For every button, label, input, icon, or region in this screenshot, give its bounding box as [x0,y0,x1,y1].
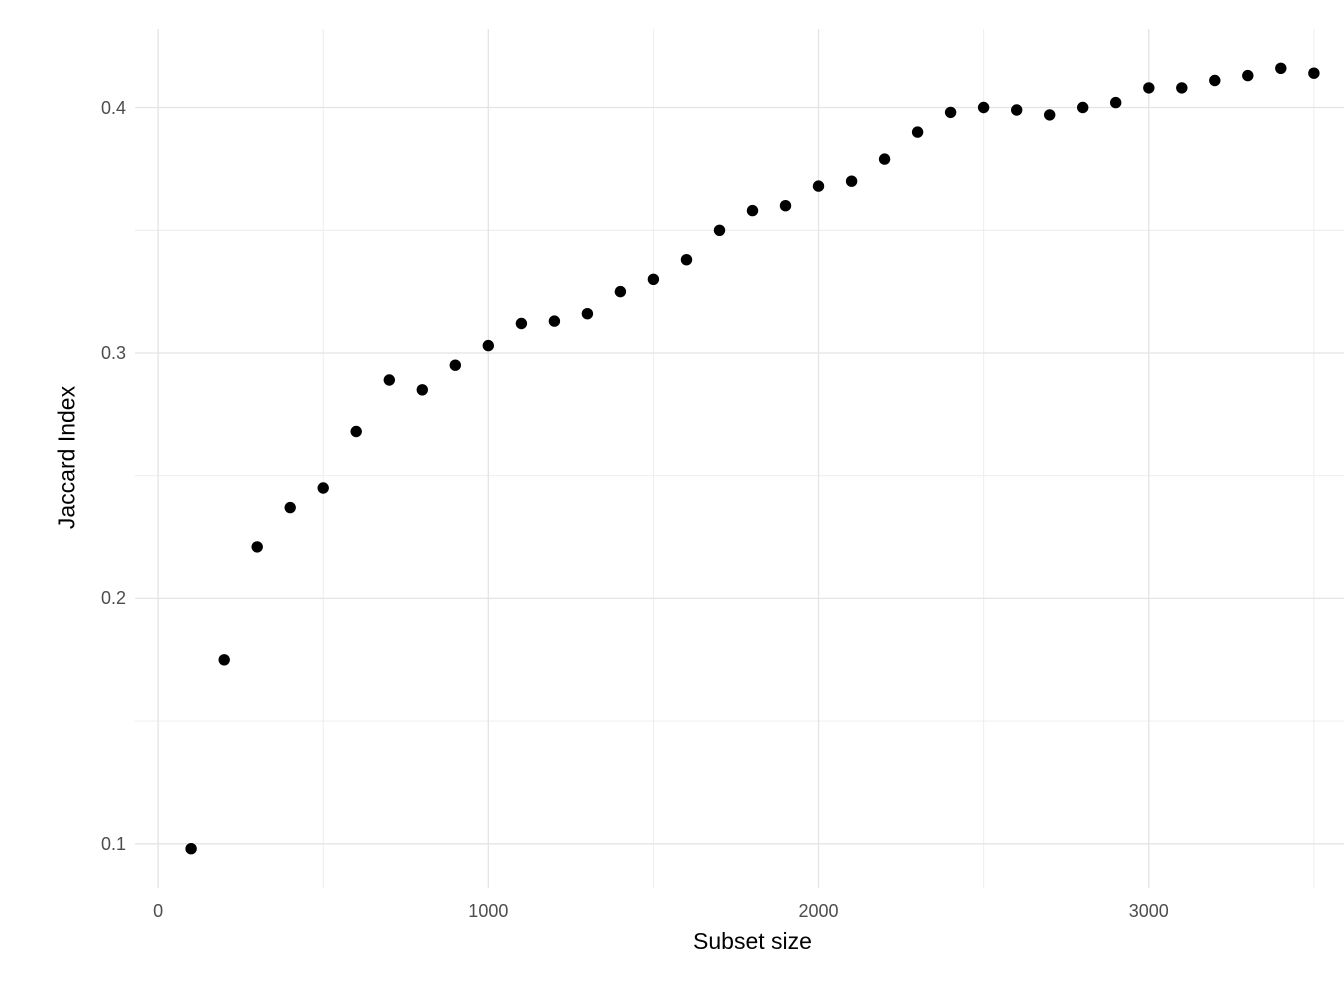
x-tick-label: 0 [153,901,164,921]
data-point [614,285,627,298]
data-point [548,315,561,327]
data-point [911,126,924,138]
data-point [251,541,263,553]
data-point [977,101,990,114]
data-point [1044,109,1056,121]
data-point [1110,96,1122,109]
data-point [779,200,792,212]
data-point [581,308,594,320]
data-point [350,425,362,438]
data-point [383,374,395,386]
data-point [713,224,726,236]
data-point [680,254,693,266]
data-point [1143,82,1155,94]
plot-area [135,29,1344,888]
y-tick-label: 0.4 [100,97,126,118]
data-point [416,384,428,396]
data-point [878,153,891,165]
y-tick-label: 0.3 [100,342,126,363]
data-point [1077,101,1089,114]
data-point [1242,69,1254,82]
data-point [944,106,957,119]
data-point [515,317,528,330]
data-point [845,175,858,187]
data-point [284,501,296,514]
x-axis-title: Subset size [693,928,812,954]
data-point [185,843,197,855]
x-tick-label: 3000 [1128,901,1169,921]
data-point [647,273,660,285]
x-tick-label: 1000 [468,901,509,921]
y-axis-title: Jaccard Index [53,385,80,529]
data-point [482,339,494,352]
data-point [1176,82,1188,94]
data-point [1011,104,1023,116]
y-tick-label: 0.1 [100,833,126,854]
data-point [317,482,329,494]
data-point [812,180,825,192]
jaccard-index-scatter-plot: 0.1 0.2 0.3 0.4 0 1000 2000 3000 Subset size J… [40,16,1344,976]
data-point [1308,67,1320,79]
data-point [1209,74,1221,87]
data-point [218,654,230,666]
data-point [746,204,759,217]
data-point [449,359,461,371]
y-tick-label: 0.2 [100,588,126,609]
x-tick-label: 2000 [798,901,839,921]
data-point [1275,62,1287,74]
